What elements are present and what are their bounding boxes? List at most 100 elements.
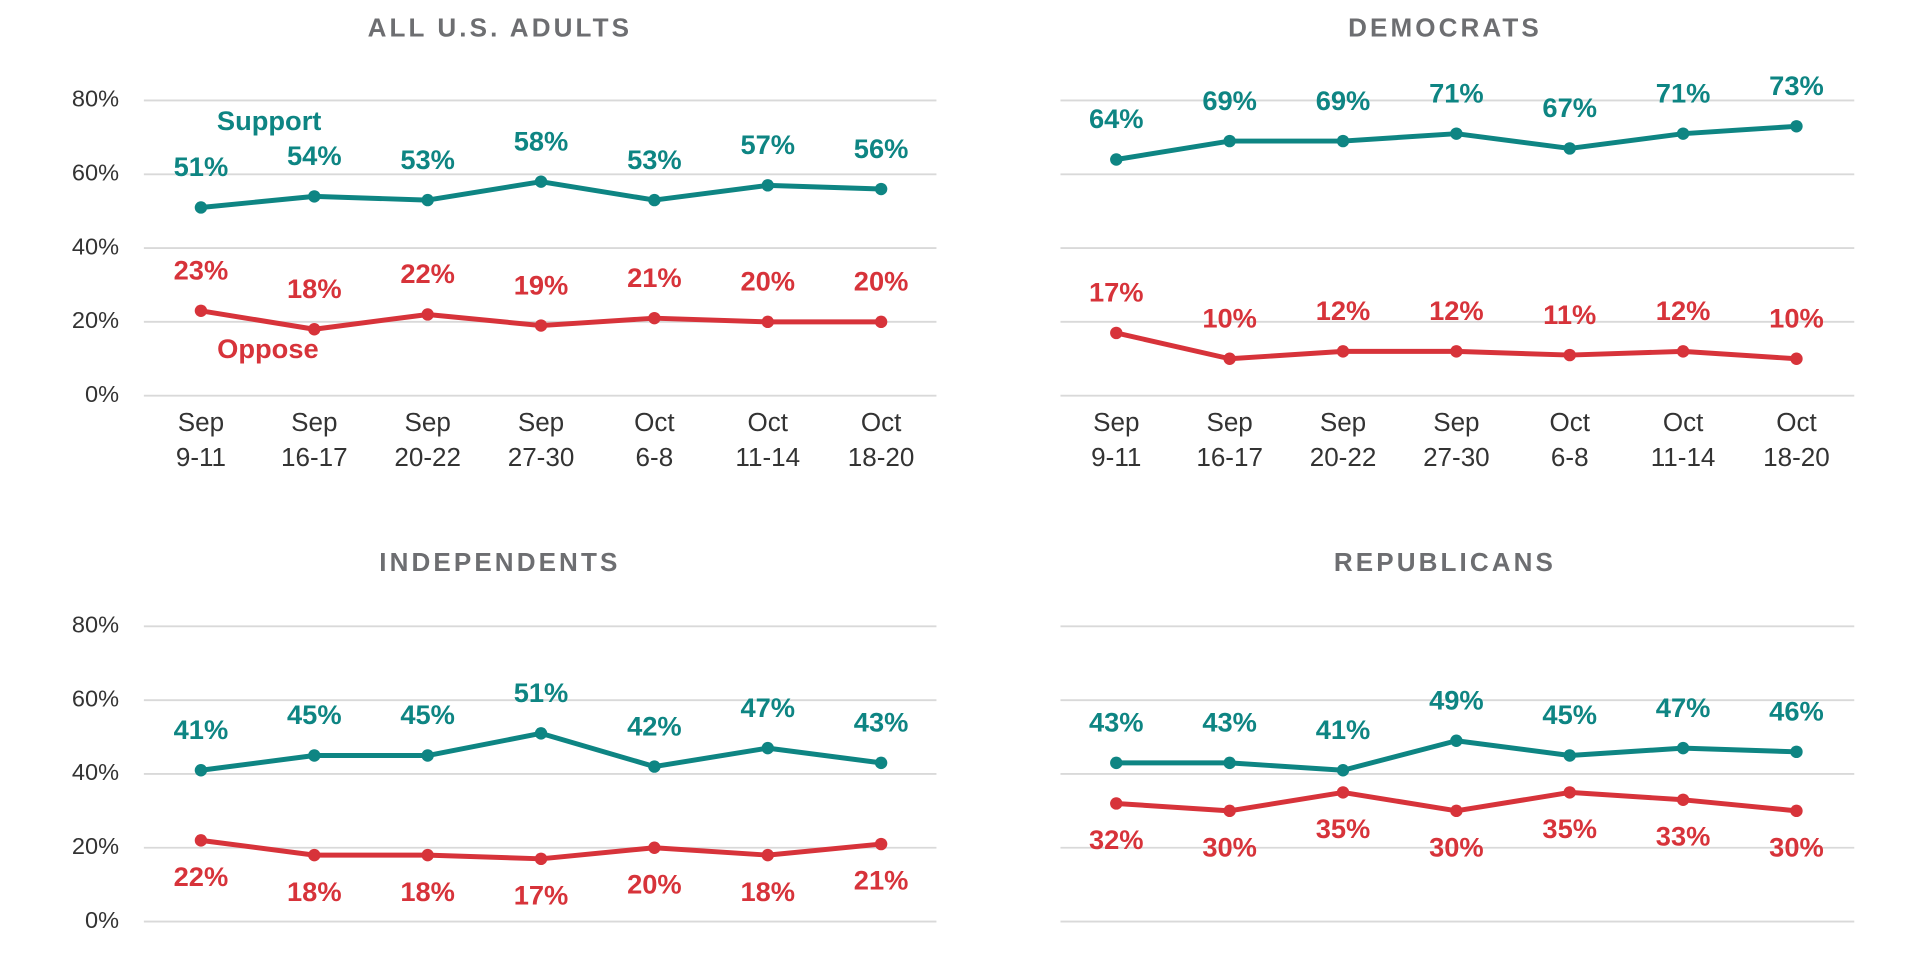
data-point <box>308 848 321 862</box>
x-tick-label: 9-11 <box>176 442 226 472</box>
data-label: 35% <box>1316 813 1371 844</box>
data-label: 21% <box>627 262 682 293</box>
data-label: 71% <box>1429 77 1484 108</box>
data-label: 18% <box>287 273 342 304</box>
x-tick-label: 18-20 <box>1763 442 1830 472</box>
data-point <box>1336 764 1350 777</box>
data-label: 41% <box>174 714 229 745</box>
data-point <box>874 756 888 770</box>
chart-title: INDEPENDENTS <box>379 547 620 577</box>
data-point <box>1790 120 1803 133</box>
data-label: 10% <box>1769 303 1824 334</box>
data-point <box>1336 345 1350 358</box>
data-point <box>874 315 888 329</box>
data-point <box>534 727 548 740</box>
chart-title: REPUBLICANS <box>1334 547 1556 577</box>
data-point <box>194 304 208 317</box>
data-label: 45% <box>400 699 455 730</box>
data-point <box>1563 749 1576 762</box>
data-point <box>1336 134 1350 148</box>
y-tick-label: 60% <box>72 159 119 185</box>
data-label: 49% <box>1429 684 1484 715</box>
data-label: 53% <box>627 144 682 175</box>
data-label: 11% <box>1543 299 1596 330</box>
y-tick-label: 20% <box>72 833 119 859</box>
data-label: 35% <box>1542 813 1597 844</box>
x-tick-label: Sep <box>404 407 450 437</box>
series-name: Support <box>217 105 322 136</box>
x-tick-label: Sep <box>1320 407 1366 437</box>
data-point <box>1676 345 1690 358</box>
y-tick-label: 60% <box>72 685 119 711</box>
data-label: 22% <box>174 861 229 892</box>
data-label: 30% <box>1429 832 1484 863</box>
data-point <box>1223 352 1236 365</box>
x-tick-label: Oct <box>1776 407 1817 437</box>
x-tick-label: 16-17 <box>1196 442 1263 472</box>
data-point <box>194 834 208 847</box>
y-tick-label: 40% <box>72 759 119 785</box>
data-label: 69% <box>1202 85 1257 116</box>
data-label: 17% <box>1089 277 1144 308</box>
series-name: Oppose <box>217 333 319 364</box>
data-label: 12% <box>1316 295 1371 326</box>
x-tick-label: 6-8 <box>636 442 674 472</box>
x-tick-label: Sep <box>1093 407 1139 437</box>
data-label: 43% <box>854 707 909 738</box>
data-label: 18% <box>740 876 795 907</box>
x-tick-label: Sep <box>1433 407 1479 437</box>
data-label: 10% <box>1202 303 1257 334</box>
data-label: 17% <box>514 879 569 910</box>
data-point <box>308 749 321 762</box>
data-label: 32% <box>1089 824 1144 855</box>
data-label: 51% <box>514 677 569 708</box>
data-point <box>1450 734 1463 747</box>
x-tick-label: Sep <box>291 407 337 437</box>
y-tick-label: 80% <box>72 86 119 112</box>
y-tick-label: 80% <box>72 612 119 638</box>
y-tick-label: 20% <box>72 307 119 333</box>
data-label: 47% <box>740 692 795 723</box>
data-label: 21% <box>854 865 909 896</box>
data-point <box>1676 793 1690 806</box>
x-tick-label: 27-30 <box>1423 442 1490 472</box>
x-tick-label: 11-14 <box>735 442 800 472</box>
data-label: 69% <box>1316 85 1371 116</box>
data-point <box>1110 756 1123 770</box>
data-point <box>1563 348 1576 362</box>
data-point <box>308 323 321 336</box>
data-point <box>1110 326 1123 340</box>
data-point <box>1223 756 1236 770</box>
data-label: 23% <box>174 255 229 286</box>
data-label: 57% <box>740 129 795 160</box>
data-label: 19% <box>514 269 569 300</box>
data-point <box>534 319 548 332</box>
chart-title: DEMOCRATS <box>1348 13 1542 43</box>
x-tick-label: 20-22 <box>394 442 461 472</box>
data-label: 43% <box>1202 707 1257 738</box>
data-point <box>1336 786 1350 799</box>
data-label: 71% <box>1656 77 1711 108</box>
data-point <box>648 841 661 854</box>
data-point <box>648 760 661 773</box>
data-label: 64% <box>1089 103 1144 134</box>
data-label: 33% <box>1656 820 1711 851</box>
data-point <box>761 741 774 755</box>
x-tick-label: Sep <box>1206 407 1252 437</box>
x-tick-label: 16-17 <box>281 442 348 472</box>
data-label: 54% <box>287 140 342 171</box>
data-point <box>1790 352 1803 365</box>
data-label: 46% <box>1769 696 1824 727</box>
data-point <box>761 848 774 862</box>
chart-title: ALL U.S. ADULTS <box>368 13 632 43</box>
x-tick-label: 20-22 <box>1310 442 1377 472</box>
data-point <box>421 848 434 862</box>
data-point <box>534 852 548 866</box>
data-point <box>1676 741 1690 755</box>
data-point <box>1563 786 1576 799</box>
data-point <box>194 764 208 777</box>
x-tick-label: 9-11 <box>1091 442 1141 472</box>
data-label: 20% <box>627 868 682 899</box>
data-point <box>1223 804 1236 818</box>
